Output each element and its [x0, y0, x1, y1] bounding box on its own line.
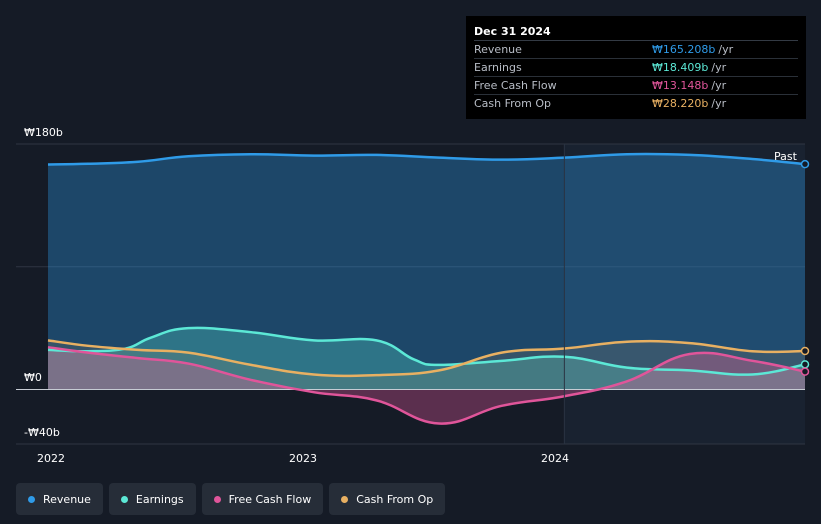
tooltip-row-free-cash-flow: Free Cash Flow ₩13.148b /yr	[474, 77, 798, 95]
tooltip-row-label: Earnings	[474, 61, 522, 74]
tooltip-row-unit: /yr	[711, 97, 727, 110]
legend: Revenue Earnings Free Cash Flow Cash Fro…	[16, 483, 446, 515]
legend-dot-icon	[213, 495, 221, 503]
tooltip-row-value: ₩28.220b	[652, 97, 709, 110]
tooltip-row-unit: /yr	[711, 61, 727, 74]
legend-item-free-cash-flow[interactable]: Free Cash Flow	[201, 483, 324, 515]
plot-layer	[16, 143, 810, 445]
earnings-line	[47, 326, 806, 376]
cash-from-op-endpoint	[800, 346, 810, 356]
x-tick-label-2022: 2022	[37, 452, 65, 465]
y-tick-label-0: ₩0	[24, 371, 42, 384]
revenue-endpoint	[800, 159, 810, 169]
y-tick-label-180: ₩180b	[24, 126, 63, 139]
past-label: Past	[774, 150, 797, 163]
tooltip-row-label: Revenue	[474, 43, 522, 56]
tooltip-row-unit: /yr	[711, 79, 727, 92]
free-cash-flow-area	[48, 347, 805, 424]
hover-tooltip: Dec 31 2024 Revenue ₩165.208b /yr Earnin…	[466, 16, 806, 119]
legend-dot-icon	[120, 495, 128, 503]
tooltip-date: Dec 31 2024	[474, 24, 798, 41]
legend-item-earnings[interactable]: Earnings	[108, 483, 196, 515]
legend-label: Revenue	[43, 492, 91, 506]
tooltip-row-value: ₩18.409b	[652, 61, 709, 74]
x-tick-label-2024: 2024	[541, 452, 569, 465]
legend-label: Cash From Op	[356, 492, 434, 506]
tooltip-row-cash-from-op: Cash From Op ₩28.220b /yr	[474, 95, 798, 112]
tooltip-row-label: Free Cash Flow	[474, 79, 557, 92]
free-cash-flow-line	[47, 345, 806, 425]
free-cash-flow-endpoint	[800, 367, 810, 376]
earnings-endpoint	[800, 360, 810, 369]
x-tick-label-2023: 2023	[289, 452, 317, 465]
revenue-line	[47, 152, 806, 166]
cash-from-op-line	[47, 339, 806, 378]
legend-item-cash-from-op[interactable]: Cash From Op	[329, 483, 446, 515]
tooltip-row-value: ₩165.208b	[652, 43, 716, 56]
tooltip-row-unit: /yr	[718, 43, 734, 56]
legend-dot-icon	[28, 495, 35, 503]
y-tick-label-neg40: -₩40b	[24, 426, 60, 439]
legend-label: Earnings	[135, 492, 184, 506]
legend-item-revenue[interactable]: Revenue	[16, 483, 103, 515]
legend-dot-icon	[341, 495, 349, 503]
tooltip-row-revenue: Revenue ₩165.208b /yr	[474, 41, 798, 59]
legend-label: Free Cash Flow	[228, 492, 312, 506]
tooltip-row-value: ₩13.148b	[652, 79, 709, 92]
tooltip-row-label: Cash From Op	[474, 97, 552, 110]
earnings-area	[48, 327, 805, 390]
past-region	[564, 144, 805, 444]
tooltip-row-earnings: Earnings ₩18.409b /yr	[474, 59, 798, 77]
